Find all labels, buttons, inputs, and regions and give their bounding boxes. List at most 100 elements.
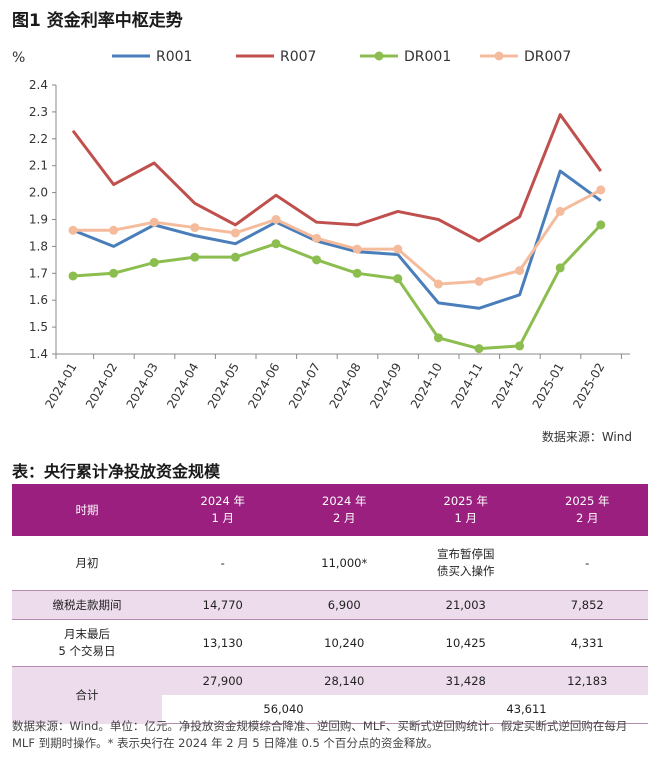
data-point-dr007	[352, 244, 362, 254]
x-tick-label: 2024-08	[327, 361, 364, 411]
table-title: 表：央行累计净投放资金规模	[12, 462, 221, 481]
legend-label-dr001: DR001	[404, 49, 451, 65]
data-point-dr007	[68, 225, 78, 235]
table-row: 合计 27,900 28,140 31,428 12,183	[12, 666, 648, 724]
x-tick-label: 2024-07	[286, 361, 323, 411]
table-row: 56,040 43,611	[12, 695, 648, 724]
y-tick-label: 2.1	[29, 159, 48, 173]
data-point-dr007	[149, 217, 159, 227]
data-point-dr007	[515, 266, 525, 276]
data-point-dr001	[515, 341, 525, 351]
data-point-dr001	[474, 344, 484, 354]
y-axis-unit-label: %	[12, 50, 25, 66]
data-point-dr007	[596, 185, 606, 195]
y-tick-label: 1.6	[29, 293, 48, 307]
y-tick-label: 2.4	[29, 78, 48, 92]
table-row: 缴税走款期间 14,770 6,900 21,003 7,852	[12, 590, 648, 620]
cell: 28,140	[283, 666, 405, 695]
x-tick-label: 2024-12	[489, 361, 526, 411]
y-tick-label: 1.5	[29, 320, 48, 334]
data-point-dr001	[109, 268, 119, 278]
data-point-dr007	[555, 206, 565, 216]
data-point-dr007	[271, 215, 281, 224]
header-period: 时期	[12, 484, 162, 536]
cell: 7,852	[526, 590, 648, 620]
y-tick-label: 2.3	[29, 105, 48, 119]
data-point-dr007	[474, 276, 484, 286]
y-tick-label: 1.4	[29, 347, 48, 361]
row-label: 月初	[12, 536, 162, 591]
y-tick-label: 1.8	[29, 239, 48, 253]
data-point-dr001	[149, 258, 159, 268]
x-tick-label: 2024-04	[164, 361, 201, 411]
cell: 4,331	[526, 619, 648, 667]
legend-label-dr007: DR007	[524, 49, 571, 65]
x-tick-label: 2024-10	[408, 361, 445, 411]
legend-label-r007: R007	[280, 49, 316, 65]
row-label: 月末最后 5 个交易日	[12, 619, 162, 667]
cell: 21,003	[405, 590, 527, 620]
data-point-dr001	[352, 268, 362, 278]
legend-marker-dr001	[374, 51, 384, 61]
series-line-dr007	[73, 188, 602, 286]
table-row: 月末最后 5 个交易日 13,130 10,240 10,425 4,331	[12, 619, 648, 667]
data-point-dr001	[230, 252, 240, 262]
data-point-dr007	[312, 233, 322, 243]
cell: 10,425	[405, 619, 527, 667]
y-tick-label: 1.9	[29, 213, 48, 227]
cell: 宣布暂停国 债买入操作	[405, 536, 527, 591]
row-label: 合计	[12, 666, 162, 724]
series-line-r001	[72, 169, 602, 310]
x-tick-label: 2025-01	[530, 361, 567, 411]
x-tick-label: 2025-02	[570, 361, 607, 411]
figure-title: 图1 资金利率中枢走势	[12, 11, 183, 31]
data-point-dr001	[271, 239, 281, 249]
cell: 13,130	[162, 619, 284, 667]
data-point-dr007	[230, 228, 240, 238]
x-tick-label: 2024-11	[448, 361, 485, 411]
data-point-dr001	[393, 274, 403, 284]
x-tick-label: 2024-02	[83, 361, 120, 411]
cell: 11,000*	[283, 536, 405, 591]
cell: 14,770	[162, 590, 284, 620]
cell: -	[526, 536, 648, 591]
y-tick-label: 2.0	[29, 186, 48, 200]
x-tick-label: 2024-03	[124, 361, 161, 411]
cell: 12,183	[526, 666, 648, 695]
cell: 31,428	[405, 666, 527, 695]
cell-sum-2024: 56,040	[162, 695, 405, 724]
table-row: 月初 - 11,000* 宣布暂停国 债买入操作 -	[12, 536, 648, 591]
x-tick-label: 2024-06	[245, 361, 282, 411]
data-point-dr007	[393, 244, 403, 254]
x-tick-label: 2024-05	[205, 361, 242, 411]
series-line-dr001	[72, 223, 602, 351]
cell: 10,240	[283, 619, 405, 667]
data-point-dr007	[190, 223, 200, 233]
cell: 6,900	[283, 590, 405, 620]
series-line-r007	[71, 113, 603, 243]
legend-marker-dr007	[494, 51, 504, 61]
data-point-dr001	[312, 255, 322, 265]
cell: -	[162, 536, 284, 591]
rate-line-chart: % 1.4 1.5 1.6 1.7 1.8 1.9 2.0 2.1 2.2 2.3 2.4 2024-0…	[12, 49, 630, 411]
chart-source: 数据来源：Wind	[541, 430, 632, 444]
cell: 27,900	[162, 666, 284, 695]
y-tick-label: 2.2	[29, 132, 48, 146]
data-point-dr001	[555, 263, 565, 273]
data-point-dr001	[68, 271, 78, 281]
data-point-dr001	[596, 220, 606, 230]
data-point-dr007	[109, 225, 119, 235]
row-label: 缴税走款期间	[12, 590, 162, 620]
x-tick-label: 2024-09	[367, 361, 404, 411]
cell-sum-2025: 43,611	[405, 695, 648, 724]
legend-label-r001: R001	[156, 49, 192, 65]
y-tick-label: 1.7	[29, 266, 48, 280]
x-tick-label: 2024-01	[42, 361, 79, 411]
data-point-dr001	[433, 333, 443, 343]
data-point-dr001	[190, 252, 200, 262]
data-point-dr007	[433, 279, 443, 289]
